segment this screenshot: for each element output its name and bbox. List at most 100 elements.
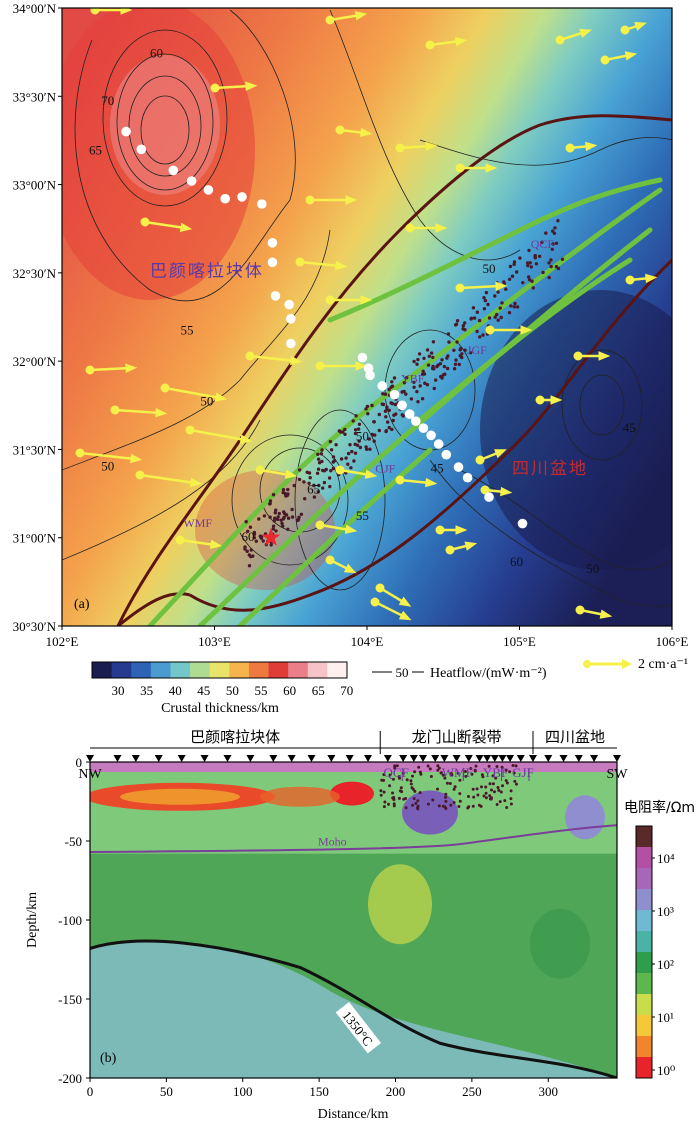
aftershock-point <box>390 401 394 406</box>
gps-arrow <box>485 325 533 335</box>
station-triangle-icon <box>345 755 354 762</box>
y-tick-label: 0 <box>76 755 83 770</box>
section-aftershock-point <box>493 790 496 794</box>
resistivity-colorbar-title: 电阻率/Ωm <box>624 799 695 816</box>
aftershock-point <box>297 468 302 472</box>
station-triangle-icon <box>364 755 373 762</box>
aftershock-point <box>508 264 513 269</box>
mt-station <box>220 193 230 204</box>
contour-value-label: 70 <box>101 93 114 108</box>
section-aftershock-point <box>467 795 470 798</box>
x-axis-label: Distance/km <box>318 1107 389 1122</box>
contour-value-label: 60 <box>242 529 255 544</box>
aftershock-point <box>551 242 555 246</box>
aftershock-point <box>423 381 427 385</box>
aftershock-point <box>400 413 404 417</box>
gps-arrow <box>315 520 358 534</box>
aftershock-point <box>280 521 284 526</box>
section-aftershock-point <box>469 767 473 770</box>
aftershock-point <box>426 363 431 367</box>
section-aftershock-point <box>509 802 513 806</box>
colorbar-tick: 60 <box>283 683 296 698</box>
gps-arrow <box>405 223 448 233</box>
resistivity-colorbar-tick: 10⁰ <box>657 1063 675 1078</box>
south-thick-zone <box>195 470 335 590</box>
aftershock-point <box>438 362 443 366</box>
gps-arrow-head <box>345 195 358 205</box>
gps-arrow-head <box>239 434 253 444</box>
contour-55b <box>294 409 386 591</box>
contour-value-label: 65 <box>307 482 320 497</box>
colorbar-tick: 55 <box>255 683 268 698</box>
resistivity-colorbar-swatch <box>636 889 652 911</box>
aftershock-point <box>320 459 324 464</box>
aftershock-point <box>271 527 275 531</box>
aftershock-point <box>453 323 458 327</box>
gps-arrow-head <box>189 477 203 488</box>
aftershock-point <box>482 307 487 311</box>
aftershock-point <box>286 527 290 531</box>
fault-jgf <box>417 257 633 423</box>
aftershock-point <box>302 480 306 484</box>
section-aftershock-point <box>476 793 480 797</box>
gps-arrow <box>455 281 508 293</box>
gps-arrow <box>110 405 168 418</box>
mt-station <box>389 389 400 400</box>
aftershock-point <box>405 376 409 380</box>
section-aftershock-point <box>488 782 492 786</box>
aftershock-point <box>552 231 557 235</box>
aftershock-point <box>381 392 385 396</box>
y-tick-label: 33°30′N <box>13 89 57 104</box>
aftershock-point <box>319 452 324 456</box>
section-aftershock-point <box>501 784 504 788</box>
aftershock-point <box>549 264 553 269</box>
aftershock-point <box>281 488 286 492</box>
gps-arrow-head <box>500 486 513 497</box>
gps-arrow-head <box>179 222 193 233</box>
colorbar-tick: 35 <box>140 683 153 698</box>
section-aftershock-point <box>437 766 441 770</box>
section-aftershock-point <box>448 782 452 785</box>
gps-vectors <box>75 8 658 621</box>
section-aftershock-point <box>494 776 498 780</box>
colorbar-swatch <box>170 662 191 678</box>
section-aftershock-point <box>504 768 508 772</box>
profile-end-nw: NW <box>78 767 102 782</box>
colorbar-tick: 50 <box>226 683 239 698</box>
gps-arrow-shaft <box>164 386 221 400</box>
aftershock-point <box>329 448 334 452</box>
mt-station <box>453 462 464 472</box>
gps-arrow-shaft <box>339 468 371 477</box>
x-tick-label: 100 <box>233 1084 253 1099</box>
section-aftershock-point <box>473 768 477 772</box>
aftershock-point <box>429 351 434 355</box>
aftershock-point <box>496 290 500 294</box>
section-aftershock-point <box>452 801 456 804</box>
aftershock-point <box>269 543 273 547</box>
aftershock-point <box>356 427 361 431</box>
colorbar-swatch <box>92 662 113 678</box>
aftershock-point <box>420 372 425 377</box>
gps-arrow-shaft <box>399 478 431 485</box>
station-triangle-icon <box>452 755 461 762</box>
section-aftershock-point <box>397 775 401 779</box>
mt-station <box>286 314 296 324</box>
aftershock-point <box>286 516 291 520</box>
station-triangle-icon <box>86 755 94 762</box>
gps-arrow-shaft <box>114 408 161 415</box>
aftershock-point <box>507 277 512 281</box>
low-resistivity-body <box>330 781 374 806</box>
contour-nw <box>116 53 214 191</box>
aftershock-point <box>357 439 361 443</box>
panel-label-a: (a) <box>74 597 90 612</box>
aftershock-point <box>468 351 473 355</box>
section-aftershock-point <box>411 803 415 807</box>
gps-arrow-shaft <box>329 13 361 22</box>
mt-station <box>441 449 452 460</box>
gps-arrow <box>395 475 438 488</box>
gps-arrow <box>565 141 598 153</box>
section-aftershock-point <box>480 773 484 777</box>
aftershock-point <box>533 253 537 258</box>
aftershock-point <box>247 564 252 568</box>
